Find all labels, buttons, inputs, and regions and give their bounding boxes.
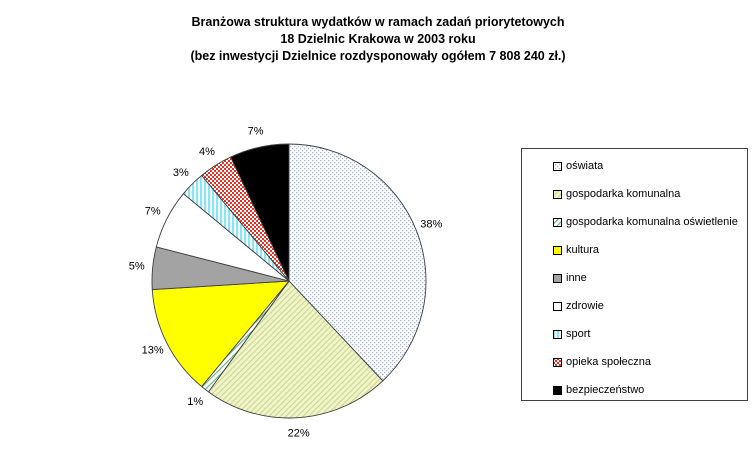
pie-slice-value-label-1: 22% [288, 428, 310, 440]
legend-label-3: kultura [566, 244, 600, 256]
pie-slice-value-label-5: 7% [145, 206, 161, 218]
chart-title-line-2: 18 Dzielnic Krakowa w 2003 roku [280, 32, 476, 46]
legend-label-5: zdrowie [566, 300, 604, 312]
legend-swatch-icon-4 [553, 273, 562, 283]
legend-swatch-icon-6 [553, 329, 562, 339]
chart-title: Branżowa struktura wydatków w ramach zad… [0, 14, 756, 65]
legend-label-1: gospodarka komunalna [566, 188, 681, 200]
pie-slice-value-label-0: 38% [420, 219, 442, 231]
legend-label-7: opieka społeczna [566, 356, 652, 368]
legend: oświata gospodarka komunalna gospodarka ko… [521, 148, 748, 401]
legend-item-8: bezpieczeństwo [553, 376, 747, 404]
pie-slice-8 [230, 143, 290, 282]
pie-slice-value-label-2: 1% [187, 396, 203, 408]
pie-slice-value-label-3: 13% [142, 345, 164, 357]
pie-slice-value-label-7: 4% [199, 146, 215, 158]
legend-item-6: sport [553, 320, 747, 348]
chart-title-line-3: (bez inwestycji Dzielnice rozdysponowały… [190, 49, 566, 63]
pie-slice-value-label-6: 3% [173, 167, 189, 179]
legend-swatch-icon-1 [553, 189, 562, 199]
legend-label-6: sport [566, 328, 591, 340]
legend-item-1: gospodarka komunalna [553, 180, 747, 208]
pie-slice-3 [151, 280, 291, 388]
pie-slice-1 [207, 280, 384, 419]
pie-slice-value-label-8: 7% [248, 126, 264, 138]
pie-slice-0 [288, 143, 427, 382]
pie-value-labels-group: 38% 22% 1% 13% 5% 7% 3% 4% 7% [129, 126, 443, 440]
legend-item-7: opieka społeczna [553, 348, 747, 376]
pie-slice-value-label-4: 5% [129, 261, 145, 273]
legend-label-8: bezpieczeństwo [566, 384, 645, 396]
legend-label-4: inne [566, 272, 587, 284]
legend-swatch-icon-5 [553, 301, 562, 311]
legend-item-3: kultura [553, 236, 747, 264]
legend-swatch-icon-3 [553, 245, 562, 255]
legend-swatch-icon-0 [553, 161, 562, 171]
legend-item-4: inne [553, 264, 747, 292]
pie-slices-group [151, 143, 427, 419]
legend-swatch-icon-8 [553, 385, 562, 395]
legend-swatch-icon-7 [553, 357, 562, 367]
legend-item-2: gospodarka komunalna oświetlenie [553, 208, 747, 236]
legend-label-2: gospodarka komunalna oświetlenie [566, 216, 738, 228]
legend-item-0: oświata [553, 152, 747, 180]
legend-label-0: oświata [566, 160, 604, 172]
legend-item-5: zdrowie [553, 292, 747, 320]
legend-swatch-icon-2 [553, 217, 562, 227]
chart-title-line-1: Branżowa struktura wydatków w ramach zad… [191, 15, 565, 29]
